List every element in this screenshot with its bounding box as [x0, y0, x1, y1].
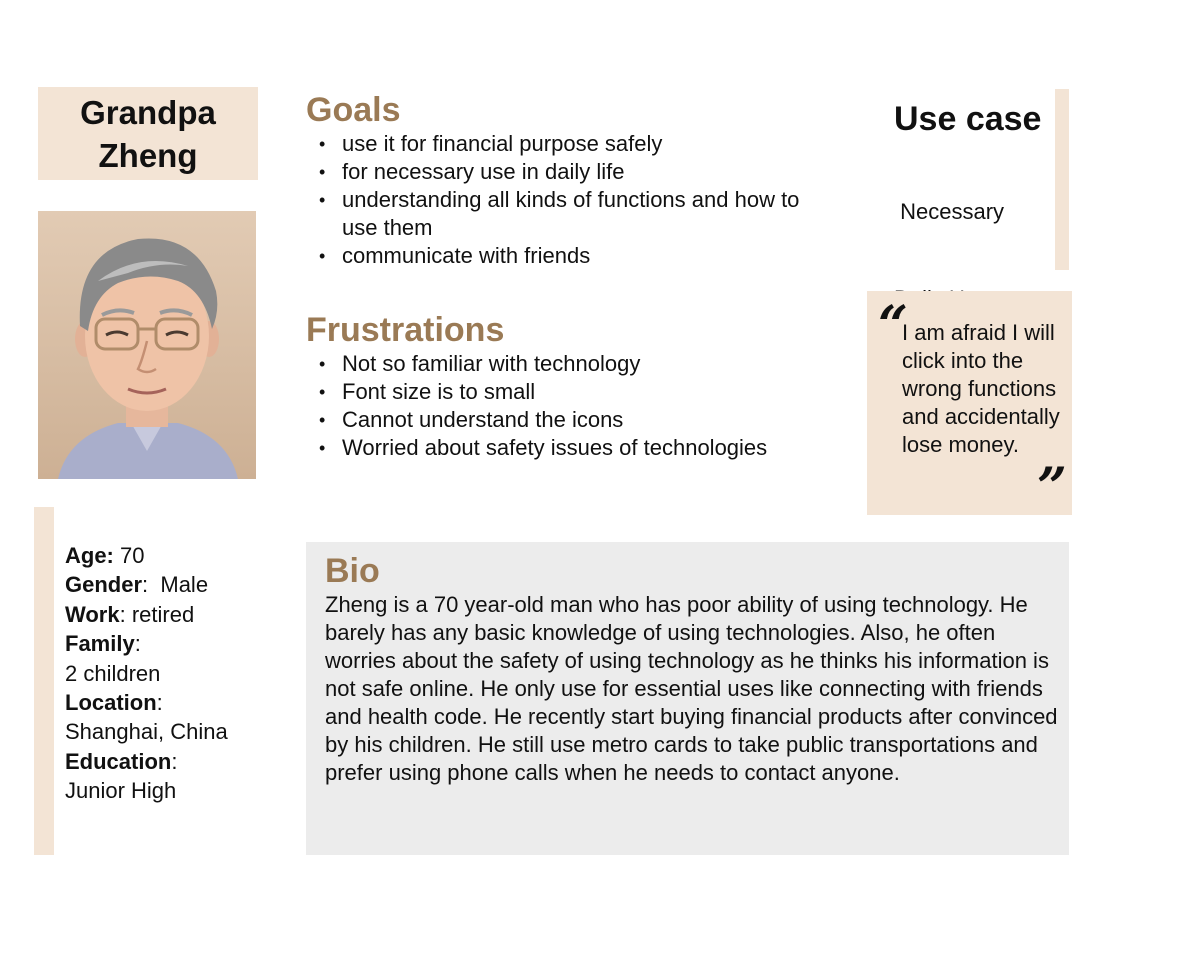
location-colon: :	[156, 690, 163, 716]
elderly-man-portrait-icon	[38, 211, 256, 479]
goals-heading: Goals	[306, 91, 401, 129]
demographics-accent-bar	[34, 507, 54, 855]
open-quote-icon: “	[878, 295, 908, 356]
persona-name-box: Grandpa Zheng	[38, 87, 258, 180]
location-label: Location	[65, 690, 157, 716]
education-colon: :	[171, 748, 178, 774]
goals-list: • use it for financial purpose safely • fo…	[306, 130, 836, 270]
list-item: • Cannot understand the icons	[306, 406, 836, 434]
bio-text: Zheng is a 70 year-old man who has poor …	[325, 592, 1058, 785]
bullet-icon: •	[319, 246, 326, 266]
bio-heading: Bio	[325, 552, 380, 590]
age-label: Age:	[65, 543, 114, 568]
goal-text: understanding all kinds of functions and…	[342, 187, 800, 240]
age-row: Age: 70	[65, 541, 265, 570]
family-colon: :	[134, 631, 141, 657]
location-row: Location:	[65, 688, 265, 717]
quote-box	[867, 291, 1072, 515]
persona-portrait	[38, 211, 256, 479]
work-label: Work	[65, 601, 120, 627]
list-item: • for necessary use in daily life	[306, 158, 836, 186]
education-row: Education:	[65, 747, 265, 776]
frustrations-list: • Not so familiar with technology • Font s…	[306, 350, 836, 462]
bullet-icon: •	[319, 190, 326, 210]
persona-name-line1: Grandpa	[80, 93, 216, 131]
bullet-icon: •	[319, 438, 326, 458]
bullet-icon: •	[319, 162, 326, 182]
family-label: Family	[65, 631, 135, 657]
bullet-icon: •	[319, 354, 326, 374]
frustration-text: Font size is to small	[342, 379, 536, 404]
bullet-icon: •	[319, 134, 326, 154]
gender-row: Gender: Male	[65, 570, 265, 599]
gender-label: Gender	[65, 572, 143, 598]
age-value: 70	[113, 543, 145, 568]
demographics-panel: Age: 70 Gender: Male Work: retired Famil…	[65, 541, 265, 806]
bio-panel	[306, 542, 1069, 855]
frustration-text: Worried about safety issues of technolog…	[342, 435, 768, 460]
work-value: : retired	[119, 601, 195, 627]
goal-text: use it for financial purpose safely	[342, 131, 663, 156]
goal-text: communicate with friends	[342, 243, 591, 268]
bullet-icon: •	[319, 382, 326, 402]
use-case-item: Necessary	[894, 199, 1005, 224]
bullet-icon: •	[319, 410, 326, 430]
list-item: • Not so familiar with technology	[306, 350, 836, 378]
work-row: Work: retired	[65, 600, 265, 629]
list-item: • Font size is to small	[306, 378, 836, 406]
list-item: • use it for financial purpose safely	[306, 130, 836, 158]
location-value: Shanghai, China	[65, 719, 228, 745]
list-item: • communicate with friends	[306, 242, 836, 270]
family-value: 2 children	[65, 660, 161, 686]
education-label: Education	[65, 748, 172, 774]
gender-value: : Male	[142, 572, 209, 598]
use-case-accent-bar	[1055, 89, 1069, 270]
education-value: Junior High	[65, 778, 177, 804]
persona-name-line2: Zheng	[98, 136, 198, 174]
goal-text: for necessary use in daily life	[342, 159, 625, 184]
frustration-text: Cannot understand the icons	[342, 407, 624, 432]
frustration-text: Not so familiar with technology	[342, 351, 641, 376]
list-item: • Worried about safety issues of technolo…	[306, 434, 836, 462]
use-case-heading: Use case	[894, 100, 1042, 138]
quote-text: I am afraid I will click into the wrong …	[902, 320, 1060, 457]
family-row: Family:	[65, 629, 265, 658]
frustrations-heading: Frustrations	[306, 311, 505, 349]
close-quote-icon: ”	[1037, 457, 1067, 518]
list-item: • understanding all kinds of functions an…	[306, 186, 836, 242]
